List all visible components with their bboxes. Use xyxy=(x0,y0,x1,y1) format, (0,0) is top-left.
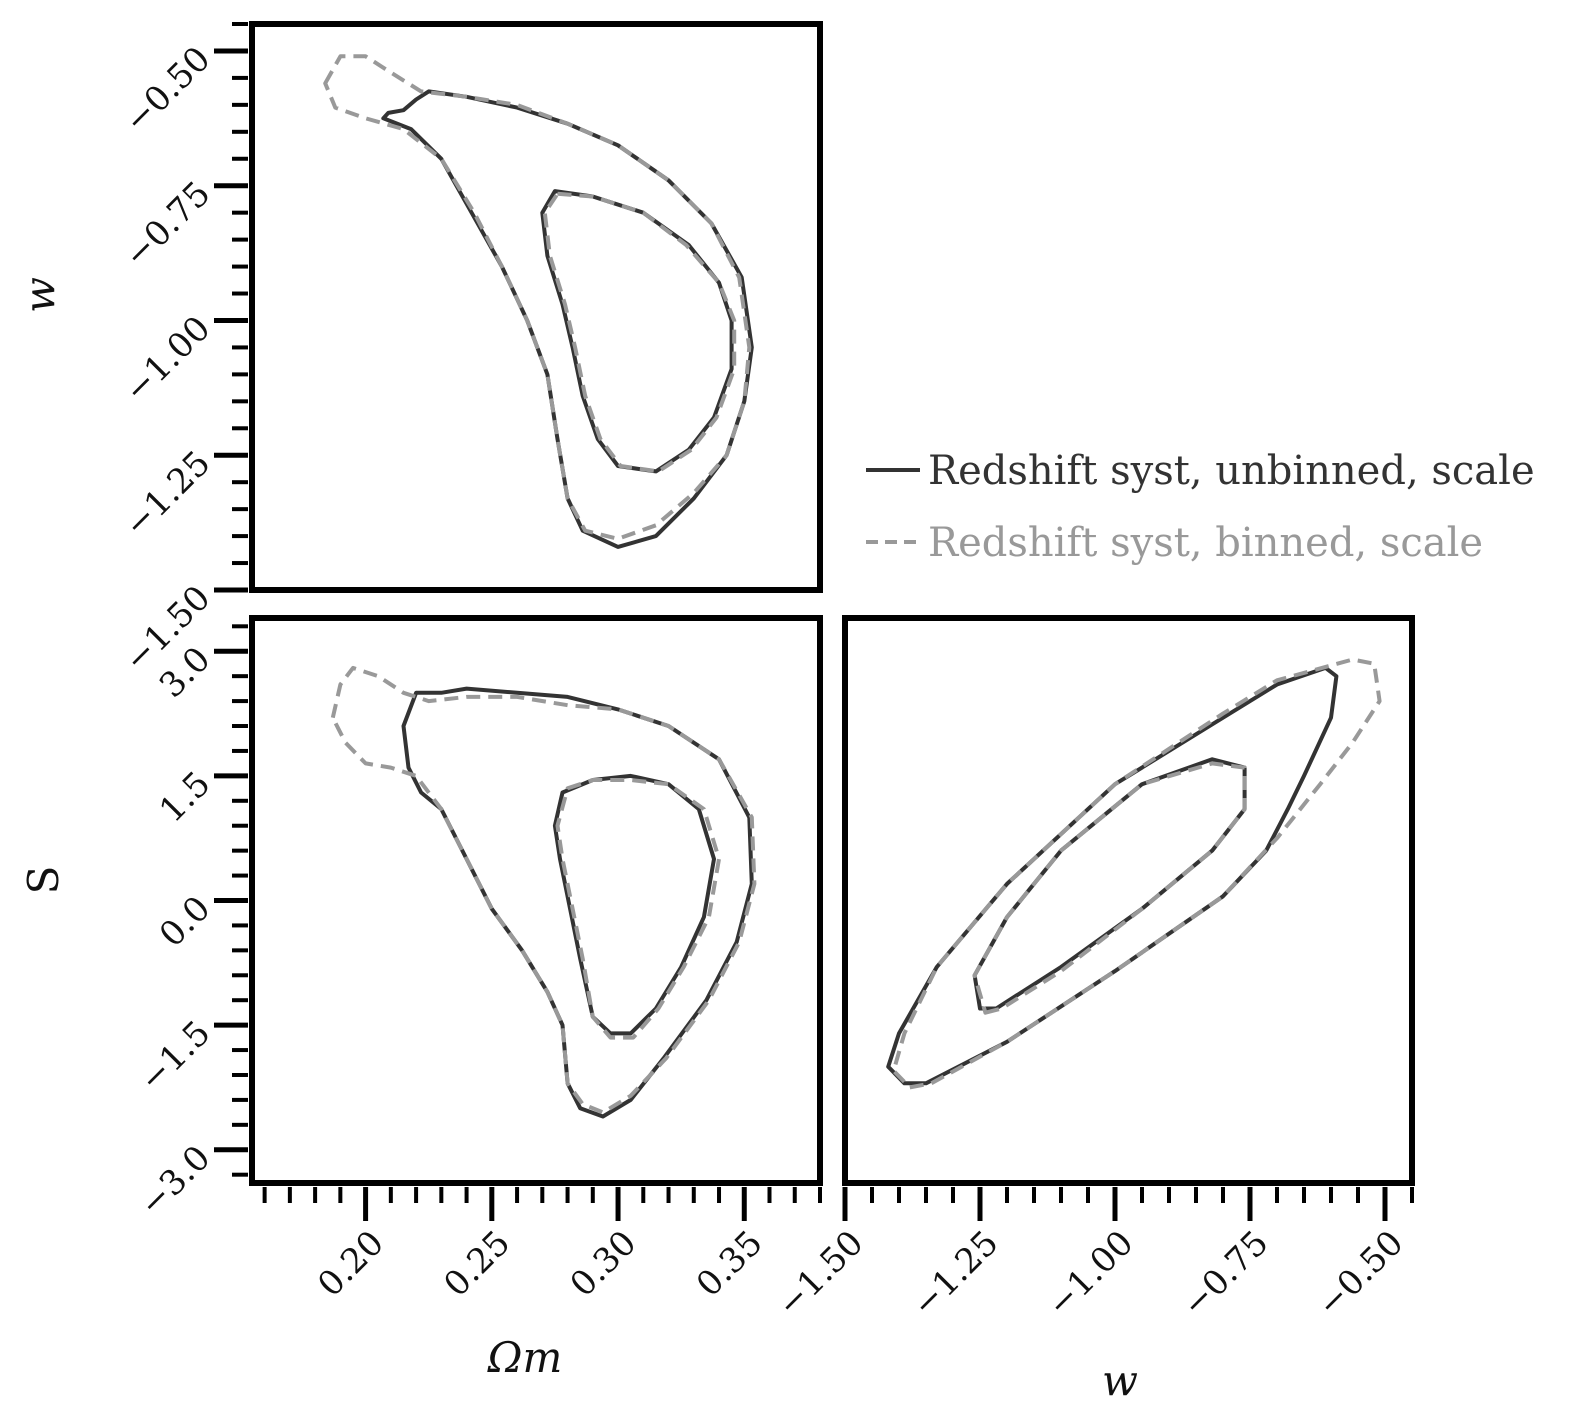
x-axis-label-omega-m: Ωm xyxy=(487,1333,563,1382)
legend-label-unbinned: Redshift syst, unbinned, scale xyxy=(928,448,1535,494)
x-tick-label: 0.25 xyxy=(436,1223,518,1305)
x-tick-label: 0.35 xyxy=(689,1223,771,1305)
x-tick-label: −0.75 xyxy=(1174,1223,1276,1325)
x-tick-label: −1.25 xyxy=(904,1223,1006,1325)
x-tick-label: −1.50 xyxy=(769,1223,871,1325)
panel-frame-s-vs-omega-m xyxy=(249,615,823,1186)
panel-s-vs-omega-m: 3.01.50.0−1.5−3.00.20 0.25 0.30 0.35 xyxy=(132,615,823,1305)
contour-s-vs-w-binned-outer xyxy=(891,657,1382,1090)
panel-frame-s-vs-w xyxy=(842,615,1415,1186)
panel-w-vs-omega-m: −0.50−0.75−1.00−1.25−1.50 xyxy=(116,21,823,680)
contour-s-vs-omega-m-unbinned-outer xyxy=(401,686,754,1119)
contour-s-vs-omega-m-binned-outer xyxy=(330,665,757,1115)
x-tick-label: −1.00 xyxy=(1039,1223,1141,1325)
panel-frame-w-vs-omega-m xyxy=(249,21,823,593)
y-axis-label-s: S xyxy=(19,866,68,895)
contour-s-vs-w-binned-inner xyxy=(972,761,1247,1015)
y-tick-label: 1.5 xyxy=(152,764,219,831)
contour-w-vs-omega-m-binned-outer xyxy=(323,54,752,541)
x-tick-label: 0.20 xyxy=(310,1223,392,1305)
y-axis-label-w: w xyxy=(15,277,64,313)
x-tick-label: 0.30 xyxy=(563,1223,645,1305)
contour-s-vs-omega-m-unbinned-inner xyxy=(552,773,716,1036)
contour-s-vs-w-unbinned-inner xyxy=(972,757,1247,1011)
y-tick-label: 0.0 xyxy=(152,889,219,956)
x-tick-label: −0.50 xyxy=(1309,1223,1411,1325)
contour-s-vs-w-unbinned-outer xyxy=(886,665,1339,1086)
panel-s-vs-w: −1.50 −1.25 −1.00 −0.75 −0.50 xyxy=(769,615,1415,1325)
y-tick-label: −1.00 xyxy=(116,309,218,411)
y-tick-label: −0.75 xyxy=(116,174,218,276)
y-tick-label: −1.25 xyxy=(116,443,218,545)
contour-w-vs-omega-m-binned-inner xyxy=(542,191,737,474)
x-axis-label-w: w xyxy=(1102,1356,1138,1405)
legend: Redshift syst, unbinned, scale Redshift … xyxy=(866,448,1535,566)
y-tick-label: −0.50 xyxy=(116,39,218,141)
contour-s-vs-omega-m-binned-inner xyxy=(555,778,721,1040)
y-tick-label: −1.5 xyxy=(132,1013,219,1100)
legend-label-binned: Redshift syst, binned, scale xyxy=(928,520,1483,566)
y-tick-label: −3.0 xyxy=(132,1138,219,1225)
